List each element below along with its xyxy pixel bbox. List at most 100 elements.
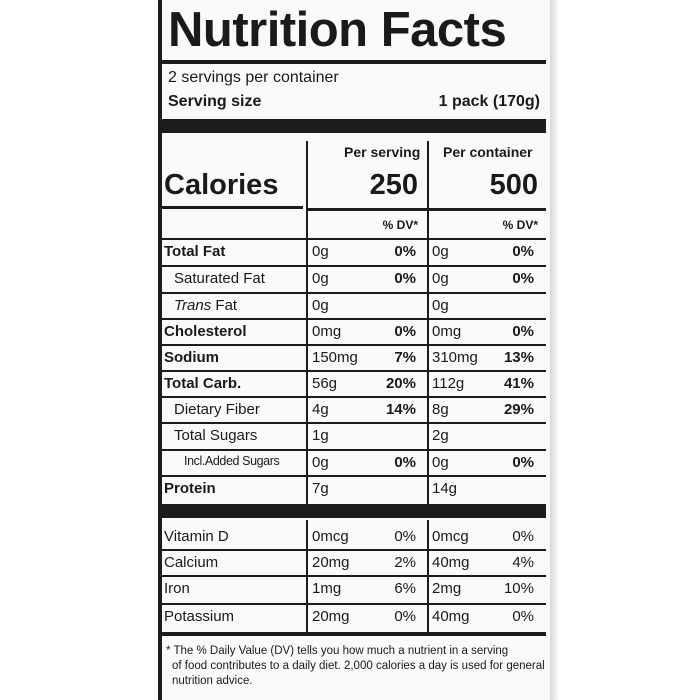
nutrient-serving-amount: 1g [312,427,329,444]
nutrient-container-amount: 112g [432,375,465,392]
footnote-rule [162,632,546,636]
nutrient-container-dv: 0% [512,243,534,260]
nutrient-container-dv: 13% [503,349,534,366]
nutrient-container-amount: 0g [432,297,449,314]
nutrient-name-text: Protein [164,480,216,497]
nutrient-container-dv: 0% [512,323,534,340]
nutrient-name-text: Sodium [164,349,219,366]
nutrient-name-text: Cholesterol [164,323,247,340]
nutrient-serving-dv: 7% [394,349,416,366]
nutrient-container-dv: 0% [512,454,534,471]
nutrient-container-amount: 310mg [432,349,478,366]
row-separator [162,603,546,605]
vitamin-container-dv: 0% [512,608,534,625]
row-separator [162,292,546,294]
vitamin-serving-dv: 0% [394,608,416,625]
nutrient-name-text: Total Sugars [174,427,258,444]
nutrient-name: Dietary Fiber [174,401,260,418]
nutrition-label [158,0,554,700]
vitamin-container-amount: 0mcg [432,528,469,545]
nutrient-serving-amount: 0g [312,297,329,314]
nutrient-name-text: Saturated Fat [174,270,265,287]
calories-rule [306,208,546,211]
nutrient-name-text: Total Carb. [164,375,242,392]
nutrient-name: Protein [164,480,216,497]
vitamin-serving-dv: 2% [394,554,416,571]
label-title: Nutrition Facts [168,3,507,57]
row-separator [162,422,546,424]
nutrient-serving-dv: 20% [385,375,416,392]
footnote-line-1: * The % Daily Value (DV) tells you how m… [166,645,509,657]
vitamin-serving-dv: 0% [394,528,416,545]
nutrient-container-dv: 0% [512,270,534,287]
serving-size-label: Serving size [168,93,262,110]
label-edge-shadow [550,0,560,700]
vitamin-name: Calcium [164,554,219,571]
serving-size-value: 1 pack (170g) [438,93,540,110]
nutrient-serving-amount: 0g [312,270,329,287]
vitamin-container-amount: 40mg [432,608,470,625]
nutrient-container-amount: 8g [432,401,449,418]
row-separator [162,396,546,398]
row-separator [162,318,546,320]
servings-per-container: 2 servings per container [168,69,339,86]
nutrient-serving-dv: 0% [394,270,416,287]
vitamin-name: Iron [164,580,190,597]
nutrient-name: Incl.Added Sugars [184,454,280,468]
nutrient-name: Trans Fat [174,297,237,314]
thick-rule-middle [162,504,546,518]
vitamin-name: Potassium [164,608,235,625]
dv-header-container: % DV* [502,218,538,232]
vitamin-container-amount: 40mg [432,554,470,571]
column-divider [306,520,308,632]
nutrient-serving-amount: 56g [312,375,338,392]
row-separator [162,575,546,577]
nutrient-serving-amount: 7g [312,480,329,497]
nutrient-serving-amount: 150mg [312,349,358,366]
column-divider [427,520,429,632]
nutrient-container-amount: 2g [432,427,449,444]
nutrient-name: Total Sugars [174,427,257,444]
col-header-per-container: Per container [443,144,533,160]
row-separator [162,549,546,551]
nutrient-serving-dv: 0% [394,454,416,471]
calories-underline [162,206,303,209]
thick-rule-top [162,119,546,133]
row-separator [162,238,546,240]
title-rule [162,60,546,64]
nutrient-container-amount: 14g [432,480,458,497]
column-divider [427,141,429,508]
row-separator [162,370,546,372]
footnote-line-3: nutrition advice. [172,675,253,687]
nutrient-name: Sodium [164,349,219,366]
vitamin-container-dv: 0% [512,528,534,545]
row-separator [162,344,546,346]
nutrient-container-amount: 0mg [432,323,462,340]
nutrient-name-text: Fat [215,297,238,314]
nutrient-name: Saturated Fat [174,270,265,287]
nutrient-serving-amount: 4g [312,401,329,418]
row-separator [162,265,546,267]
vitamin-container-dv: 4% [512,554,534,571]
nutrient-name: Cholesterol [164,323,247,340]
nutrient-name-text: Total Fat [164,243,226,260]
nutrient-name-text: Incl.Added Sugars [184,454,280,468]
nutrient-container-amount: 0g [432,243,449,260]
nutrient-container-dv: 29% [503,401,534,418]
vitamin-serving-amount: 20mg [312,608,350,625]
calories-label: Calories [164,169,279,201]
vitamin-container-dv: 10% [503,580,534,597]
vitamin-serving-amount: 0mcg [312,528,349,545]
vitamin-name: Vitamin D [164,528,229,545]
nutrient-serving-amount: 0g [312,454,329,471]
footnote-line-2: of food contributes to a daily diet. 2,0… [172,660,545,672]
nutrient-serving-amount: 0mg [312,323,342,340]
nutrient-name: Total Carb. [164,375,241,392]
calories-per-serving: 250 [369,169,418,201]
nutrient-serving-dv: 0% [394,243,416,260]
dv-header-serving: % DV* [382,218,418,232]
row-separator [162,475,546,477]
nutrient-serving-dv: 0% [394,323,416,340]
nutrient-serving-dv: 14% [385,401,416,418]
row-separator [162,449,546,451]
